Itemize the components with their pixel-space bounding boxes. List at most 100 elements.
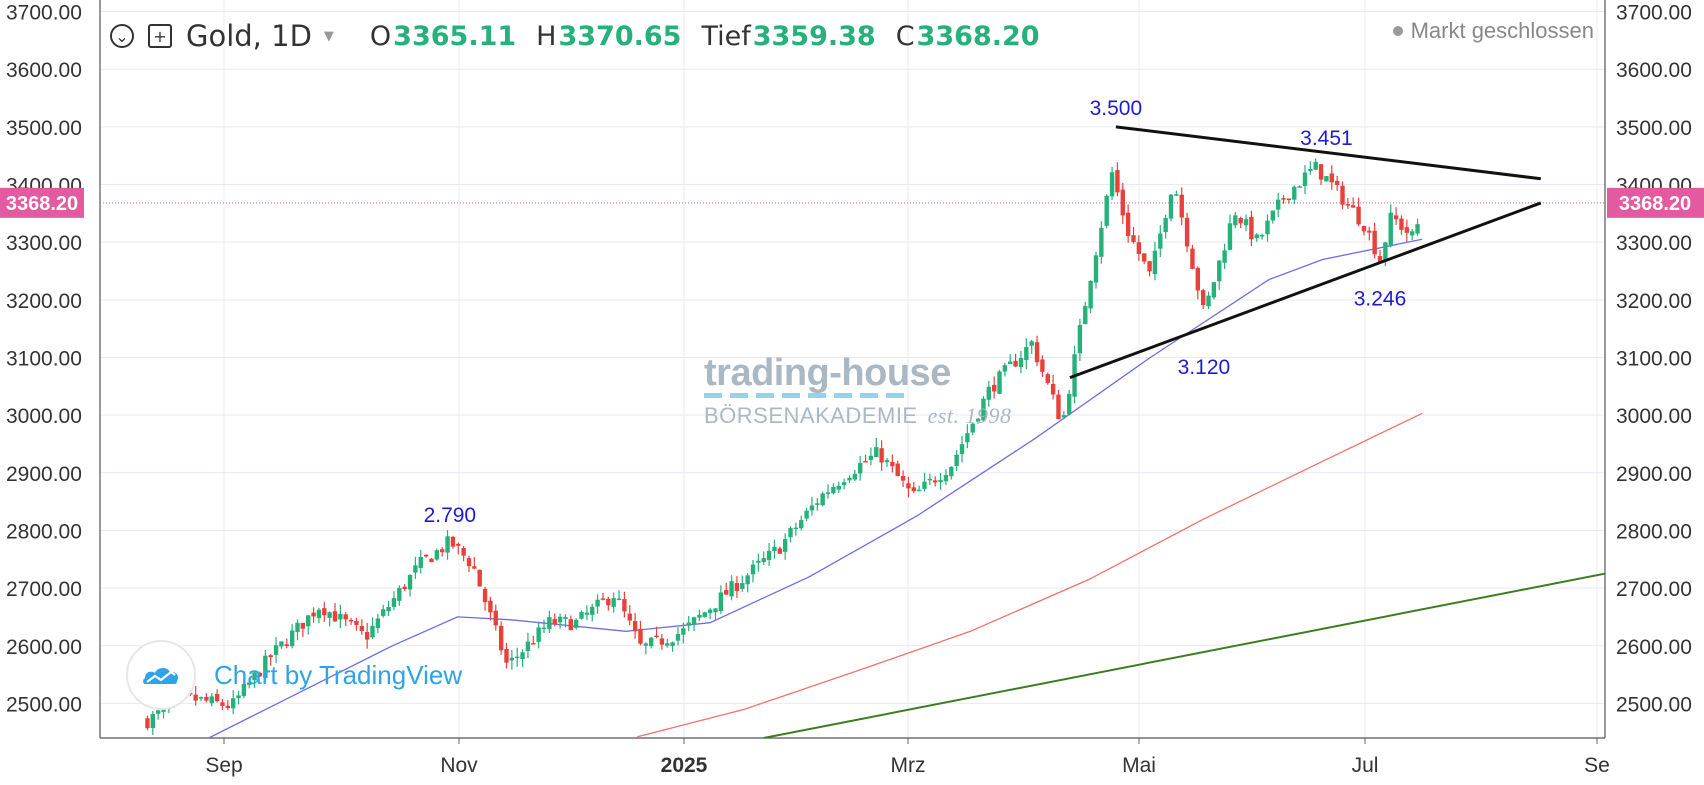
tradingview-logo-icon[interactable]	[126, 640, 196, 710]
tradingview-credit[interactable]: Chart by TradingView	[214, 660, 463, 690]
candle-body	[316, 609, 322, 619]
candle-body	[1324, 176, 1329, 182]
candle-body	[225, 705, 231, 709]
candle-body	[841, 482, 847, 486]
y-tick-label-right: 2800.00	[1616, 520, 1692, 543]
candle-body	[1217, 260, 1222, 282]
candle-body	[900, 475, 906, 481]
candle-body	[986, 386, 992, 400]
candle-body	[943, 474, 949, 482]
candle-body	[1222, 250, 1227, 263]
candle-body	[466, 558, 472, 567]
candle-body	[1061, 415, 1067, 418]
candle-body	[1099, 227, 1104, 257]
x-tick-label: 2025	[661, 754, 708, 777]
candle-body	[1056, 394, 1061, 420]
candle-body	[209, 696, 214, 704]
candle-body	[1361, 226, 1367, 232]
candle-body	[1308, 168, 1313, 172]
candle-body	[531, 643, 536, 645]
candle-body	[386, 607, 391, 612]
candle-body	[236, 695, 241, 699]
candle-body	[959, 444, 965, 454]
candle-body	[782, 539, 788, 552]
chevron-down-icon[interactable]: ▼	[323, 28, 334, 44]
candle-body	[868, 455, 874, 460]
candle-body	[1158, 233, 1163, 249]
y-tick-label-left: 2800.00	[6, 520, 82, 543]
market-status-text: Markt geschlossen	[1410, 18, 1594, 43]
candle-body	[1388, 212, 1393, 246]
candle-body	[622, 599, 627, 612]
candle-body	[1318, 164, 1324, 180]
candle-body	[515, 656, 520, 659]
candle-body	[402, 586, 407, 590]
candle-body	[857, 463, 863, 474]
candle-body	[595, 599, 600, 607]
candle-body	[247, 682, 252, 685]
candle-body	[1292, 186, 1297, 200]
candle-body	[241, 684, 247, 697]
close-value: 3368.20	[916, 20, 1040, 52]
candle-body	[375, 618, 381, 628]
candle-body	[1243, 219, 1249, 226]
candle-body	[1147, 261, 1152, 272]
candle-body	[193, 694, 198, 701]
candle-body	[997, 371, 1002, 394]
y-tick-label-left: 3600.00	[6, 59, 82, 82]
candle-body	[799, 520, 804, 529]
candle-body	[638, 628, 643, 644]
candle-body	[348, 619, 354, 622]
candle-body	[702, 612, 707, 618]
candle-body	[1302, 172, 1308, 186]
compare-add-icon[interactable]: +	[148, 24, 172, 48]
candle-body	[338, 613, 343, 620]
y-tick-label-left: 3200.00	[6, 290, 82, 313]
candle-body	[659, 638, 665, 645]
candle-body	[1125, 212, 1131, 237]
y-tick-label-left: 3100.00	[6, 347, 82, 370]
candle-body	[204, 697, 209, 701]
candle-body	[1008, 361, 1013, 364]
watermark-dashes	[704, 393, 910, 398]
collapse-icon[interactable]: ⌄	[110, 24, 134, 48]
candle-body	[1393, 215, 1399, 220]
candle-body	[831, 486, 836, 494]
candle-body	[1227, 223, 1233, 250]
candle-body	[895, 463, 900, 477]
candle-body	[1340, 185, 1345, 205]
candle-body	[263, 655, 268, 678]
candle-body	[220, 702, 225, 706]
candle-body	[364, 632, 370, 640]
candle-body	[482, 588, 488, 603]
candle-body	[1136, 242, 1142, 254]
open-label: O	[369, 20, 392, 52]
candle-body	[1066, 393, 1072, 415]
candle-body	[734, 583, 740, 591]
candle-body	[381, 609, 386, 616]
watermark-academy: BÖRSENAKADEMIE	[704, 403, 918, 428]
candle-body	[552, 618, 557, 625]
watermark-subtitle: BÖRSENAKADEMIE est. 1998	[704, 403, 1012, 429]
candle-body	[772, 546, 777, 552]
candle-body	[740, 583, 745, 589]
symbol-label[interactable]: Gold, 1D	[186, 19, 312, 53]
candle-body	[145, 718, 150, 729]
candle-body	[991, 384, 997, 392]
candle-body	[1281, 198, 1286, 200]
sma-long-line	[637, 412, 1423, 738]
candle-body	[327, 612, 332, 618]
candle-body	[439, 549, 445, 553]
candle-body	[793, 527, 799, 530]
candle-body	[1399, 218, 1404, 230]
candle-body	[1040, 359, 1045, 372]
candle-body	[445, 536, 450, 553]
candle-body	[1083, 306, 1088, 325]
candle-body	[279, 641, 284, 647]
candle-body	[643, 643, 649, 646]
candle-body	[198, 697, 204, 699]
candle-body	[970, 423, 975, 433]
candle-body	[1313, 161, 1318, 170]
